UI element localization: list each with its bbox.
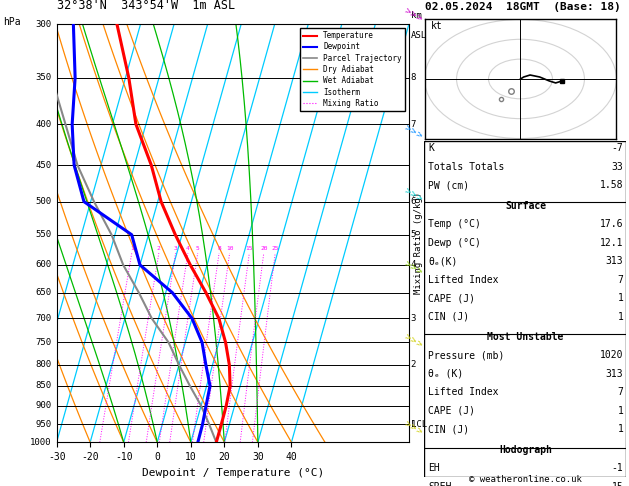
Text: 02.05.2024  18GMT  (Base: 18): 02.05.2024 18GMT (Base: 18) <box>425 2 620 12</box>
Text: 650: 650 <box>35 288 52 297</box>
Text: >>>: >>> <box>402 258 425 277</box>
Text: kt: kt <box>431 21 443 32</box>
Text: Mixing Ratio (g/kg): Mixing Ratio (g/kg) <box>414 192 423 294</box>
Text: PW (cm): PW (cm) <box>428 180 469 191</box>
Text: θₑ(K): θₑ(K) <box>428 256 458 266</box>
Text: 3: 3 <box>411 314 416 323</box>
Text: 33: 33 <box>611 162 623 172</box>
Text: 7: 7 <box>618 275 623 285</box>
Text: 32°38'N  343°54'W  1m ASL: 32°38'N 343°54'W 1m ASL <box>57 0 235 12</box>
Text: 950: 950 <box>35 420 52 429</box>
Text: 1: 1 <box>411 420 416 429</box>
Text: CIN (J): CIN (J) <box>428 424 469 434</box>
Text: 313: 313 <box>606 256 623 266</box>
Text: 313: 313 <box>606 369 623 379</box>
Text: 2: 2 <box>157 246 160 251</box>
Text: ASL: ASL <box>411 31 426 39</box>
Text: Lifted Index: Lifted Index <box>428 387 499 398</box>
Legend: Temperature, Dewpoint, Parcel Trajectory, Dry Adiabat, Wet Adiabat, Isotherm, Mi: Temperature, Dewpoint, Parcel Trajectory… <box>301 28 405 111</box>
Text: 15: 15 <box>611 482 623 486</box>
Text: 6: 6 <box>411 197 416 206</box>
Text: >>>: >>> <box>402 5 425 24</box>
Text: 5: 5 <box>411 230 416 239</box>
Text: Pressure (mb): Pressure (mb) <box>428 350 504 361</box>
Text: CAPE (J): CAPE (J) <box>428 406 476 416</box>
Text: Lifted Index: Lifted Index <box>428 275 499 285</box>
Text: >>>: >>> <box>402 185 425 204</box>
Text: 7: 7 <box>411 120 416 129</box>
Text: 350: 350 <box>35 73 52 82</box>
Text: 1.58: 1.58 <box>600 180 623 191</box>
Text: 400: 400 <box>35 120 52 129</box>
Text: 1: 1 <box>618 406 623 416</box>
Text: CAPE (J): CAPE (J) <box>428 293 476 303</box>
Text: 20: 20 <box>260 246 267 251</box>
Text: 8: 8 <box>411 73 416 82</box>
Text: 1000: 1000 <box>30 438 52 447</box>
Text: -1: -1 <box>611 463 623 473</box>
Text: 1: 1 <box>618 424 623 434</box>
Text: SREH: SREH <box>428 482 452 486</box>
Text: 8: 8 <box>217 246 221 251</box>
Text: Hodograph: Hodograph <box>499 445 552 455</box>
Text: Most Unstable: Most Unstable <box>487 332 564 342</box>
Text: 7: 7 <box>618 387 623 398</box>
Text: -7: -7 <box>611 143 623 154</box>
Text: 850: 850 <box>35 382 52 390</box>
Text: 450: 450 <box>35 160 52 170</box>
Text: 4: 4 <box>186 246 190 251</box>
Text: 1020: 1020 <box>600 350 623 361</box>
Text: >>>: >>> <box>402 418 425 437</box>
Text: Surface: Surface <box>505 201 546 211</box>
Text: 700: 700 <box>35 314 52 323</box>
Text: 25: 25 <box>272 246 279 251</box>
Text: 12.1: 12.1 <box>600 238 623 248</box>
Text: 3: 3 <box>174 246 177 251</box>
Text: 17.6: 17.6 <box>600 219 623 229</box>
Text: K: K <box>428 143 434 154</box>
Text: θₑ (K): θₑ (K) <box>428 369 464 379</box>
Text: 900: 900 <box>35 401 52 410</box>
X-axis label: Dewpoint / Temperature (°C): Dewpoint / Temperature (°C) <box>142 468 324 478</box>
Text: 800: 800 <box>35 360 52 369</box>
Text: 5: 5 <box>196 246 199 251</box>
Text: >>>: >>> <box>402 331 425 349</box>
Text: 500: 500 <box>35 197 52 206</box>
Text: 2: 2 <box>411 360 416 369</box>
Text: 1: 1 <box>618 293 623 303</box>
Text: 550: 550 <box>35 230 52 239</box>
Text: 300: 300 <box>35 20 52 29</box>
Text: 4: 4 <box>411 260 416 269</box>
Text: 750: 750 <box>35 338 52 347</box>
Text: 10: 10 <box>226 246 233 251</box>
Text: Dewp (°C): Dewp (°C) <box>428 238 481 248</box>
Text: Totals Totals: Totals Totals <box>428 162 504 172</box>
Text: LCL: LCL <box>411 420 426 429</box>
Text: EH: EH <box>428 463 440 473</box>
Text: km: km <box>411 11 421 20</box>
Text: Temp (°C): Temp (°C) <box>428 219 481 229</box>
Text: hPa: hPa <box>3 17 21 27</box>
Text: © weatheronline.co.uk: © weatheronline.co.uk <box>469 474 582 484</box>
Text: 600: 600 <box>35 260 52 269</box>
Text: 1: 1 <box>130 246 133 251</box>
Text: >>>: >>> <box>402 122 425 140</box>
Text: CIN (J): CIN (J) <box>428 312 469 322</box>
Text: 1: 1 <box>618 312 623 322</box>
Text: 15: 15 <box>245 246 253 251</box>
